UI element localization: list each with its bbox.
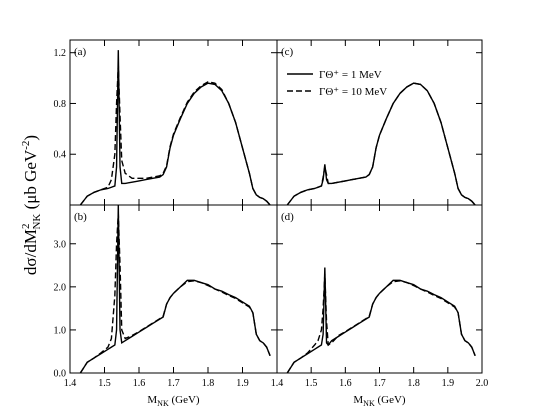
x-tick-label: 1.5 [98, 378, 111, 389]
plot-frame [276, 204, 483, 374]
x-tick-label: 1.4 [64, 378, 77, 389]
x-label-main: M [147, 394, 157, 406]
x-tick-label: 1.9 [236, 378, 249, 389]
x-label-sub: NK [157, 399, 169, 408]
x-tick-label: 2.0 [476, 378, 489, 389]
legend-label: ΓΘ⁺ = 10 MeV [319, 86, 387, 98]
data-line [79, 65, 271, 206]
panel-label: (c) [281, 46, 294, 58]
x-tick-label: 1.7 [373, 378, 386, 389]
x-label-rest: (GeV) [169, 394, 200, 406]
x-label-main: M [353, 394, 363, 406]
x-axis-label: MNK (GeV) [147, 394, 200, 408]
y-tick-label: 0.4 [54, 150, 67, 161]
y-tick-label: 0.0 [54, 369, 67, 380]
y-label-unit-sup: -2 [20, 141, 32, 150]
x-label-sub: NK [363, 399, 375, 408]
x-tick-label: 1.5 [305, 378, 318, 389]
x-tick-label: 1.7 [167, 378, 180, 389]
x-axis-label: MNK (GeV) [353, 394, 406, 408]
y-label-rest: (μb GeV [21, 149, 40, 214]
x-tick-label: 1.8 [407, 378, 420, 389]
y-tick-label: 1.0 [54, 325, 67, 336]
data-line [79, 213, 271, 374]
x-label-rest: (GeV) [375, 394, 406, 406]
data-line [286, 273, 476, 374]
x-tick-label: 1.9 [442, 378, 455, 389]
plot-frame [276, 39, 483, 206]
panel-label: (a) [74, 46, 87, 58]
plot-frame [69, 39, 278, 206]
data-line [79, 204, 271, 374]
y-label-sub: NK [31, 214, 43, 230]
plot-frame [69, 204, 278, 374]
y-axis-label: dσ/dM2NK (μb GeV-2) [20, 135, 43, 275]
x-tick-label: 1.6 [339, 378, 352, 389]
data-line [286, 267, 476, 374]
y-label-main: dσ/dM [21, 229, 40, 275]
y-tick-label: 1.2 [54, 48, 67, 59]
y-tick-label: 0.8 [54, 99, 67, 110]
data-line [79, 50, 271, 206]
data-line [286, 82, 476, 206]
legend-label: ΓΘ⁺ = 1 MeV [319, 69, 382, 81]
y-tick-label: 3.0 [54, 239, 67, 250]
x-tick-label: 1.6 [133, 378, 146, 389]
panel-label: (b) [74, 211, 87, 223]
y-label-sup: 2 [20, 224, 32, 230]
panel-label: (d) [281, 211, 294, 223]
y-label-close: ) [21, 135, 40, 141]
y-tick-label: 2.0 [54, 282, 67, 293]
x-tick-label: 1.4 [271, 378, 284, 389]
x-tick-label: 1.8 [202, 378, 215, 389]
